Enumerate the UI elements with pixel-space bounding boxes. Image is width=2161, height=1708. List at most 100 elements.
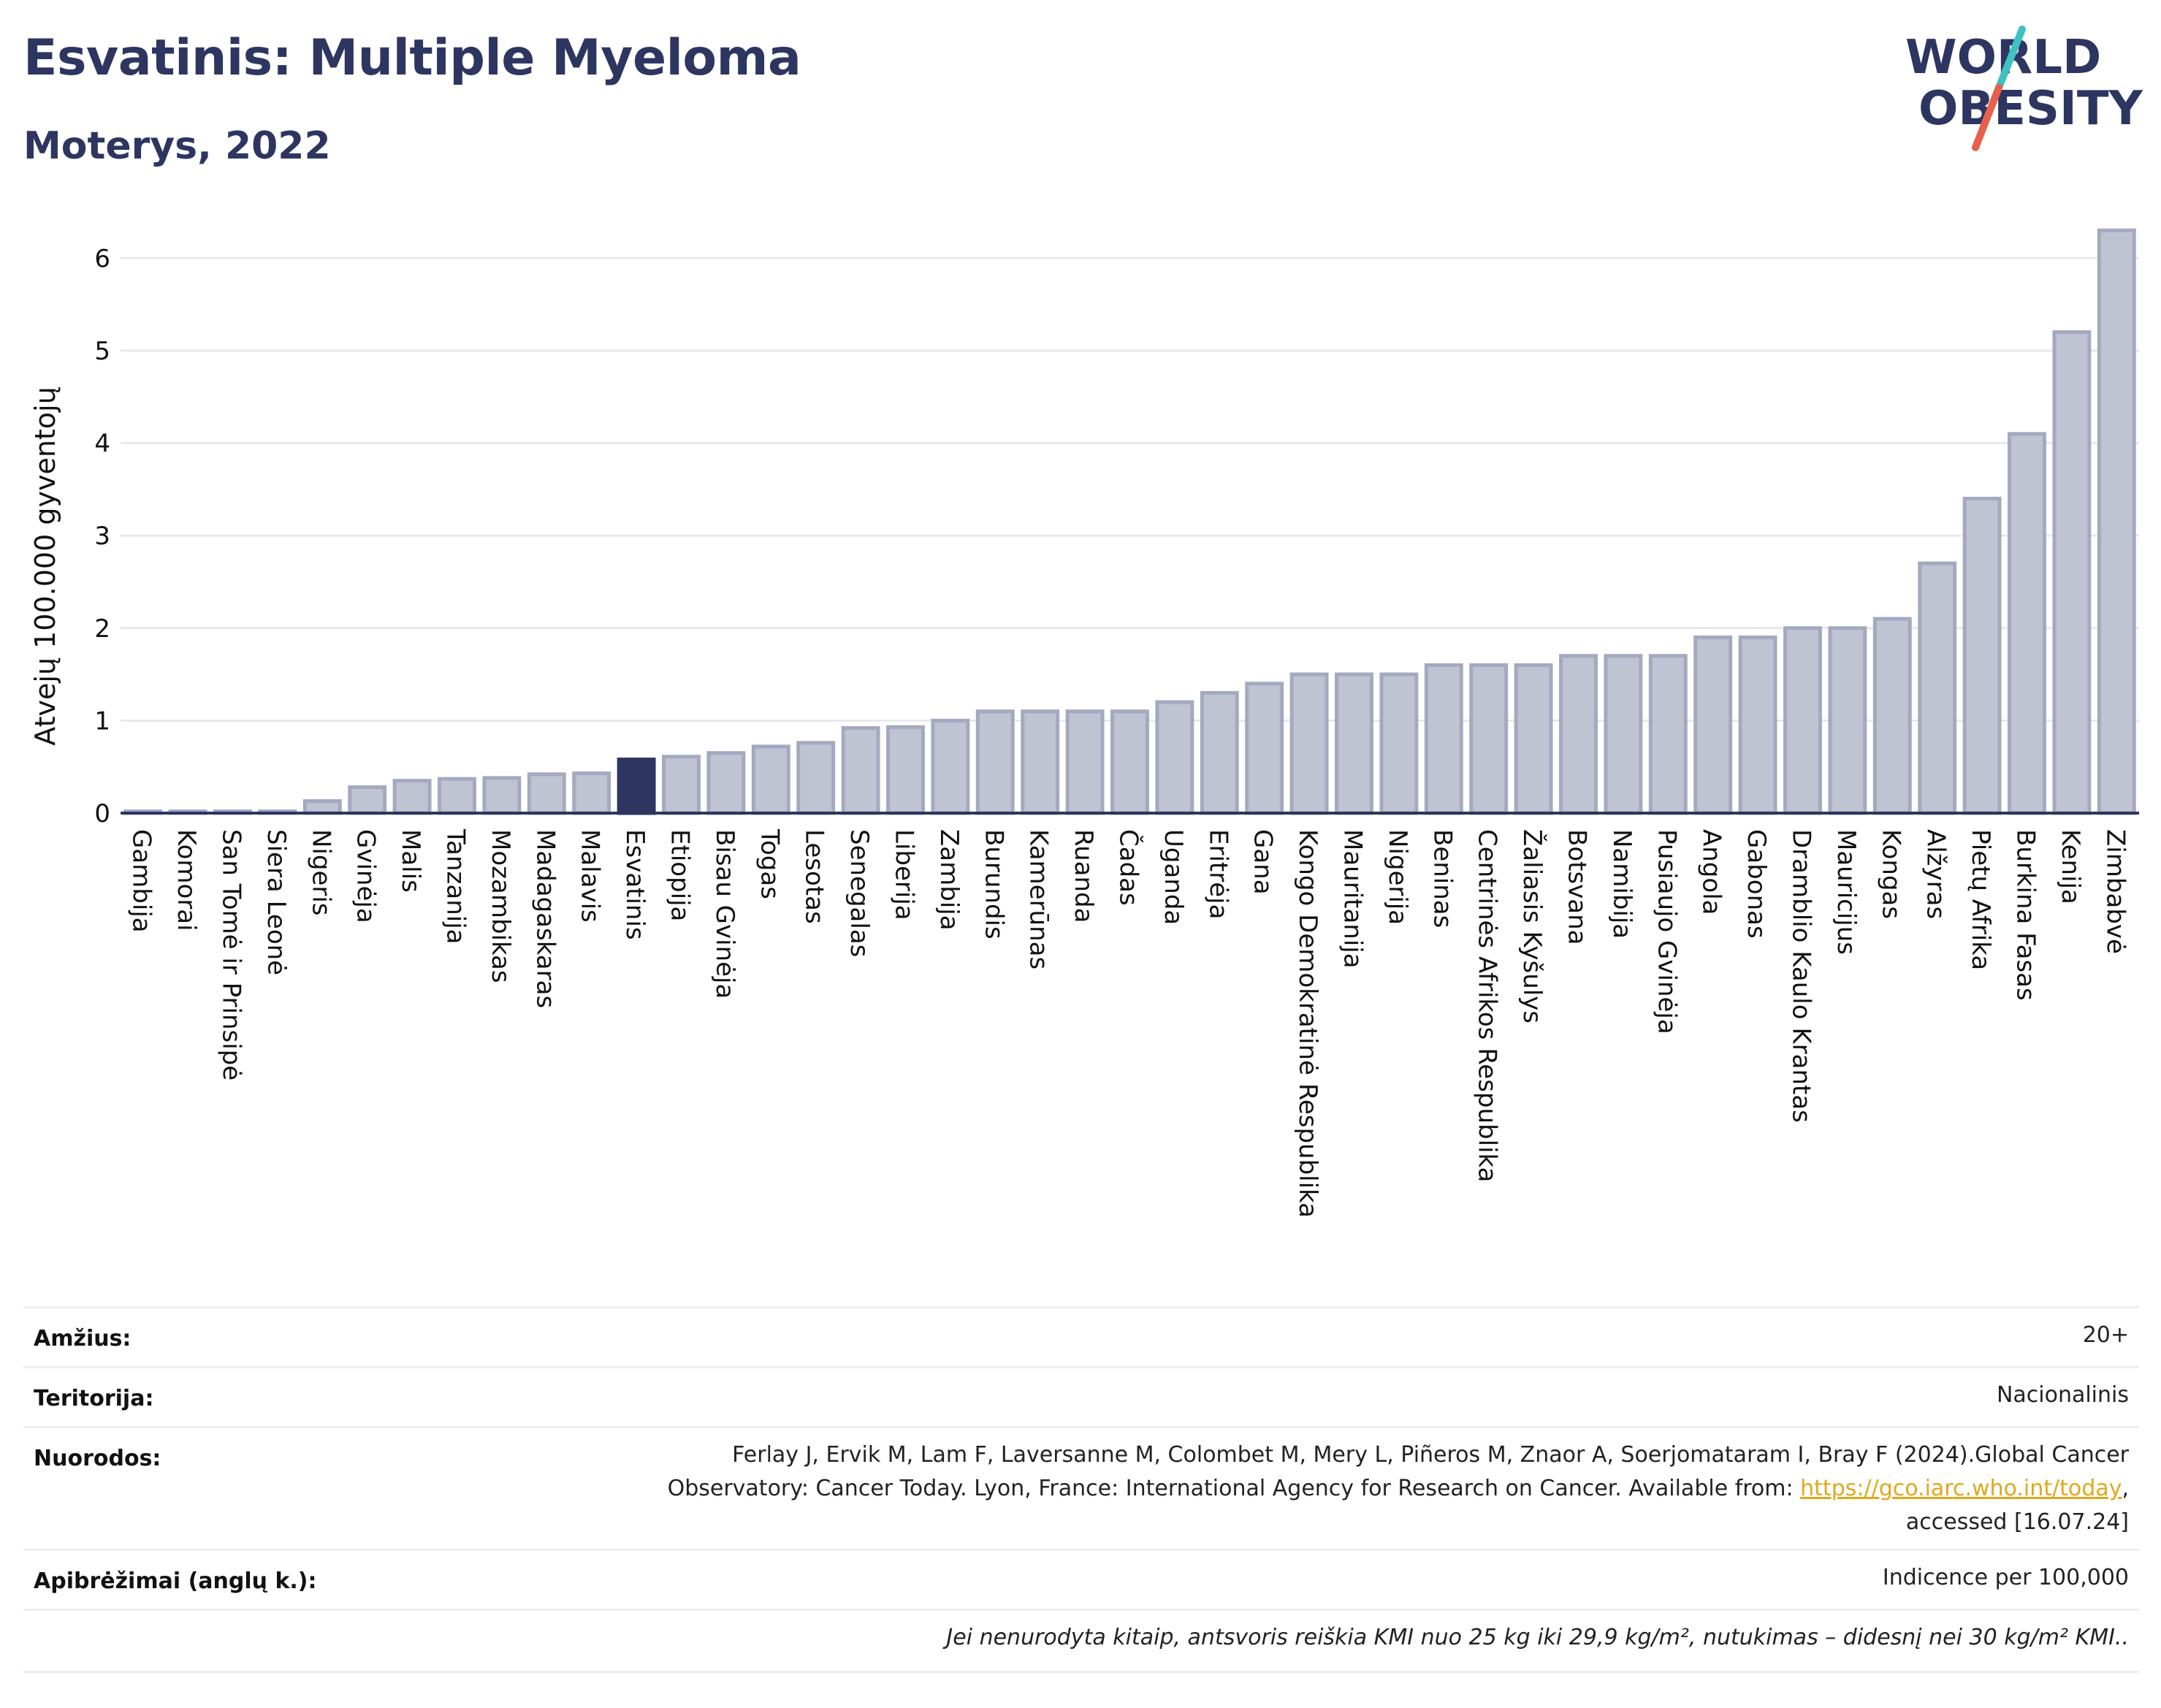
bars-layer — [123, 228, 2136, 815]
references-label: Nuorodos: — [34, 1446, 161, 1471]
x-tick-label: Liberija — [890, 829, 919, 920]
x-tick-label: Angola — [1697, 829, 1726, 915]
x-tick-label: Pusiaujo Gvinėja — [1652, 829, 1681, 1034]
bar-uganda — [1155, 700, 1194, 815]
info-row-age: Amžius: 20+ — [23, 1306, 2139, 1368]
bar-zimbabvė — [2097, 228, 2136, 815]
territory-value: Nacionalinis — [1996, 1382, 2129, 1408]
x-tick-label: Zambija — [934, 829, 964, 931]
x-tick-label: Gana — [1249, 829, 1278, 895]
x-tick-label: Malavis — [576, 829, 605, 923]
note-text: Jei nenurodyta kitaip, antsvoris reiškia… — [946, 1625, 2129, 1650]
bar-bisau-gvinėja — [706, 751, 746, 815]
x-tick-label: Pietų Afrika — [1966, 829, 1995, 970]
x-tick-label: Kenija — [2056, 829, 2085, 904]
x-tick-label: Namibija — [1607, 829, 1636, 939]
logo-word-obesity: OBESITY — [1918, 82, 2143, 136]
bar-alžyras — [1918, 561, 1957, 815]
bar-beninas — [1424, 663, 1463, 815]
bar-namibija — [1604, 654, 1643, 815]
bar-gabonas — [1738, 635, 1777, 815]
bar-tanzanija — [438, 777, 476, 815]
x-tick-label: Kongo Demokratinė Respublika — [1293, 829, 1322, 1218]
x-tick-label: Gvinėja — [351, 829, 381, 923]
x-tick-label: Nigerija — [1383, 829, 1412, 925]
bar-pusiaujo-gvinėja — [1648, 654, 1688, 815]
x-tick-label: Mauricijus — [1832, 829, 1861, 955]
x-tick-label: San Tomė ir Prinsipė — [217, 829, 246, 1080]
bar-burkina-fasas — [2008, 432, 2046, 815]
x-tick-label: Bisau Gvinėja — [710, 829, 739, 999]
x-tick-label: Mozambikas — [486, 829, 515, 983]
bar-liberija — [886, 725, 925, 815]
bar-kongas — [1872, 617, 1912, 815]
bar-malis — [392, 779, 432, 815]
world-obesity-logo: WORLD OBESITY — [1905, 26, 2143, 151]
x-tick-label: Esvatinis — [620, 829, 649, 940]
bar-čadas — [1110, 709, 1149, 815]
bar-gana — [1245, 682, 1284, 815]
bar-eritrėja — [1200, 690, 1239, 815]
territory-label: Teritorija: — [34, 1386, 154, 1411]
logo-slash-coral — [1972, 84, 2002, 151]
references-line-1: Ferlay J, Ervik M, Lam F, Laversanne M, … — [732, 1442, 2129, 1468]
x-tick-label: Eritrėja — [1203, 829, 1232, 919]
bar-kamerūnas — [1021, 709, 1060, 815]
info-row-territory: Teritorija: Nacionalinis — [23, 1366, 2139, 1428]
definitions-value: Indicence per 100,000 — [1882, 1565, 2129, 1590]
x-tick-label: Burundis — [979, 829, 1008, 939]
x-tick-label: Gabonas — [1742, 829, 1771, 939]
references-link[interactable]: https://gco.iarc.who.int/today — [1800, 1476, 2122, 1501]
bar-zambija — [931, 718, 970, 815]
bar-esvatinis — [617, 758, 656, 815]
x-tick-label: Malis — [396, 829, 425, 893]
info-row-references: Nuorodos: Ferlay J, Ervik M, Lam F, Lave… — [23, 1426, 2139, 1551]
y-tick-label: 6 — [94, 244, 110, 273]
bar-mozambikas — [482, 776, 522, 815]
x-tick-label: Burkina Fasas — [2011, 829, 2040, 1001]
x-tick-label: Kongas — [1876, 829, 1905, 919]
bar-kongo-demokratinė-respublika — [1289, 672, 1329, 815]
references-line-3: accessed [16.07.24] — [1905, 1509, 2129, 1535]
x-tick-label: Beninas — [1428, 829, 1457, 928]
bar-lesotas — [796, 741, 836, 815]
bar-ruanda — [1065, 709, 1105, 815]
age-value: 20+ — [2082, 1322, 2129, 1348]
bar-malavis — [572, 771, 611, 815]
x-tick-label: Senegalas — [845, 829, 874, 957]
y-axis-label: Atvejų 100.000 gyventojų — [29, 386, 61, 745]
x-tick-label: Ruanda — [1069, 829, 1098, 923]
bar-gvinėja — [348, 785, 387, 815]
y-tick-label: 1 — [94, 706, 110, 736]
bar-etiopija — [662, 755, 701, 815]
x-labels-layer: Gambija Komorai San Tomė ir Prinsipė Siera … — [127, 828, 2130, 1218]
x-tick-label: Botsvana — [1563, 829, 1592, 945]
bar-pietų-afrika — [1962, 497, 2002, 815]
bar-angola — [1693, 635, 1733, 815]
x-tick-label: Zimbabvė — [2100, 829, 2130, 954]
bar-chart: 0 1 2 3 4 5 6 Gambija Komorai San Tomė ir Prinsi… — [29, 228, 2139, 1218]
bar-burundis — [975, 709, 1015, 815]
definitions-label: Apibrėžimai (anglų k.): — [34, 1568, 317, 1594]
bar-centrinės-afrikos-respublika — [1469, 663, 1509, 815]
bar-nigerija — [1379, 672, 1419, 815]
x-tick-label: Alžyras — [1921, 829, 1951, 919]
bar-senegalas — [841, 726, 880, 815]
bar-dramblio-kaulo-krantas — [1783, 626, 1822, 815]
x-tick-label: Kamerūnas — [1024, 829, 1053, 969]
page-subtitle: Moterys, 2022 — [23, 124, 331, 168]
x-tick-label: Žaliasis Kyšulys — [1517, 829, 1547, 1023]
references-line-2: Observatory: Cancer Today. Lyon, France:… — [668, 1472, 2129, 1506]
x-tick-label: Komorai — [172, 829, 201, 931]
y-tick-label: 5 — [94, 337, 110, 366]
references-line-2-end: , — [2122, 1476, 2129, 1501]
bar-žaliasis-kyšulys — [1514, 663, 1553, 815]
references-line-2-text: Observatory: Cancer Today. Lyon, France:… — [667, 1476, 1801, 1501]
x-tick-label: Nigeris — [306, 829, 335, 916]
bar-togas — [751, 744, 790, 815]
bar-botsvana — [1559, 654, 1598, 815]
bar-mauricijus — [1828, 626, 1867, 815]
y-tick-label: 2 — [94, 614, 110, 644]
x-tick-label: Čadas — [1114, 829, 1144, 906]
y-tick-label: 3 — [94, 522, 110, 551]
